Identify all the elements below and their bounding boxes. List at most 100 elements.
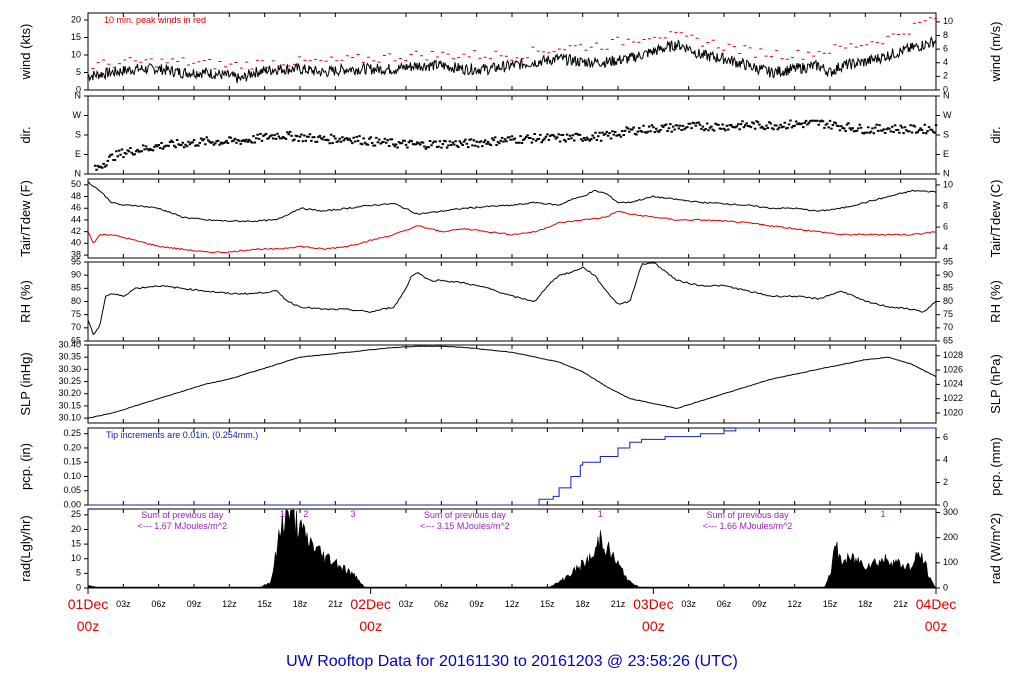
- right-tick-label: 65: [943, 335, 953, 345]
- y-axis-label-right: Tair/Tdew (C): [988, 179, 1003, 257]
- left-tick-label: 30.15: [58, 400, 81, 410]
- right-tick-label: 6: [943, 432, 948, 442]
- left-tick-label: 80: [71, 296, 81, 306]
- day-mark-number: 2: [303, 509, 308, 519]
- left-tick-label: 30.30: [58, 364, 81, 374]
- left-tick-label: 95: [71, 256, 81, 266]
- series-rh-line: [87, 262, 937, 336]
- hour-tick-label: 21z: [893, 599, 908, 609]
- left-tick-label: 25: [71, 509, 81, 519]
- y-axis-label-left: pcp. (in): [18, 443, 33, 490]
- left-tick-label: 75: [71, 309, 81, 319]
- left-tick-label: 0.00: [63, 499, 81, 509]
- y-axis-label-right: dir.: [988, 126, 1003, 143]
- day-mark-number: 1: [598, 509, 603, 519]
- hour-tick-label: 09z: [187, 599, 202, 609]
- right-tick-label: 4: [943, 242, 948, 252]
- right-tick-label: 300: [943, 507, 958, 517]
- y-axis-label-right: SLP (hPa): [988, 354, 1003, 414]
- day-sum-value: <--- 1.66 MJoules/m^2: [703, 521, 793, 531]
- y-axis-label-right: wind (m/s): [988, 22, 1003, 83]
- annotation-note: 10 min. peak winds in red: [104, 15, 206, 25]
- series-slp-line: [87, 345, 937, 419]
- right-tick-label: 1026: [943, 364, 963, 374]
- day-mark-number: 1: [280, 509, 285, 519]
- right-tick-label: W: [943, 110, 952, 120]
- left-tick-label: 5: [76, 67, 81, 77]
- panel-frame: [87, 261, 937, 342]
- hour-tick-label: 15z: [823, 599, 838, 609]
- right-tick-label: 6: [943, 43, 948, 53]
- y-axis-label-left: RH (%): [18, 280, 33, 323]
- day-date-label: 04Dec: [916, 596, 956, 612]
- left-tick-label: 44: [71, 214, 81, 224]
- hour-tick-label: 12z: [787, 599, 802, 609]
- right-tick-label: 10: [943, 16, 953, 26]
- left-tick-label: 85: [71, 283, 81, 293]
- day-mark-number: 3: [350, 509, 355, 519]
- hour-tick-label: 03z: [116, 599, 131, 609]
- left-tick-label: S: [75, 129, 81, 139]
- left-tick-label: 0.20: [63, 442, 81, 452]
- day-sum-label: Sum of previous day: [424, 510, 507, 520]
- series-rad-area: [87, 509, 937, 589]
- y-axis-label-left: SLP (inHg): [18, 352, 33, 415]
- right-tick-label: 1022: [943, 393, 963, 403]
- hour-tick-label: 09z: [752, 599, 767, 609]
- panel-rad: 0 5 10 15 20 25 0 100 200 300 rad(Lgly/hr) rad (W/m…: [18, 507, 1003, 592]
- right-tick-label: 2: [943, 71, 948, 81]
- hour-tick-label: 21z: [611, 599, 626, 609]
- hour-tick-label: 06z: [434, 599, 449, 609]
- right-tick-label: 0: [943, 499, 948, 509]
- right-tick-label: 80: [943, 296, 953, 306]
- day-sum-value: <--- 3.15 MJoules/m^2: [420, 521, 510, 531]
- left-tick-label: 38: [71, 249, 81, 259]
- day-time-label: 00z: [77, 618, 100, 634]
- hour-tick-label: 15z: [540, 599, 555, 609]
- day-sum-label: Sum of previous day: [707, 510, 790, 520]
- left-tick-label: 10: [71, 553, 81, 563]
- right-tick-label: E: [943, 149, 949, 159]
- hour-tick-label: 12z: [505, 599, 520, 609]
- left-tick-label: 48: [71, 191, 81, 201]
- right-tick-label: N: [943, 90, 950, 100]
- right-tick-label: 75: [943, 309, 953, 319]
- hour-tick-label: 09z: [469, 599, 484, 609]
- right-tick-label: S: [943, 129, 949, 139]
- panel-slp: 30.10 30.15 30.20 30.25 30.30 30.35 30.40 1020 1…: [18, 339, 1003, 424]
- series-wind-peaks: [91, 17, 938, 70]
- hour-tick-label: 06z: [717, 599, 732, 609]
- y-axis-label-right: pcp. (mm): [988, 437, 1003, 496]
- left-tick-label: 30.10: [58, 413, 81, 423]
- right-tick-label: 90: [943, 270, 953, 280]
- panel-frame: [87, 178, 937, 259]
- left-tick-label: 20: [71, 524, 81, 534]
- left-tick-label: 0.10: [63, 471, 81, 481]
- right-tick-label: 1024: [943, 379, 963, 389]
- left-tick-label: E: [75, 149, 81, 159]
- hour-tick-label: 03z: [399, 599, 414, 609]
- panel-wind: 0 5 10 15 20 0 2 4 6 8 10 wind (kts) wind (m/s) 10 mi…: [18, 12, 1003, 94]
- hour-tick-label: 18z: [293, 599, 308, 609]
- panel-pcp: 0.00 0.05 0.10 0.15 0.20 0.25 0 2 4 6 pcp. (in) pcp…: [18, 427, 1003, 509]
- left-tick-label: 46: [71, 203, 81, 213]
- left-tick-label: 42: [71, 226, 81, 236]
- left-tick-label: 0: [76, 84, 81, 94]
- left-tick-label: 15: [71, 538, 81, 548]
- annotation-note: Tip increments are 0.01in. (0.254mm.): [106, 430, 258, 440]
- left-tick-label: 30.35: [58, 352, 81, 362]
- left-tick-label: 30.20: [58, 388, 81, 398]
- day-sum-label: Sum of previous day: [141, 510, 224, 520]
- panel-rh: 65 70 75 80 85 90 95 65 70 75 80 85 90 95 RH (%) RH (%): [18, 256, 1003, 345]
- hour-tick-label: 03z: [681, 599, 696, 609]
- y-axis-label-left: dir.: [18, 126, 33, 143]
- left-tick-label: N: [75, 168, 82, 178]
- series-wind-line: [87, 35, 936, 84]
- time-axis: 03z 06z 09z 12z 15z 18z 21z 03z 06z 09z 12z 15z 18z 2…: [68, 588, 956, 634]
- left-tick-label: 50: [71, 179, 81, 189]
- y-axis-label-left: wind (kts): [18, 24, 33, 81]
- hour-tick-label: 15z: [257, 599, 272, 609]
